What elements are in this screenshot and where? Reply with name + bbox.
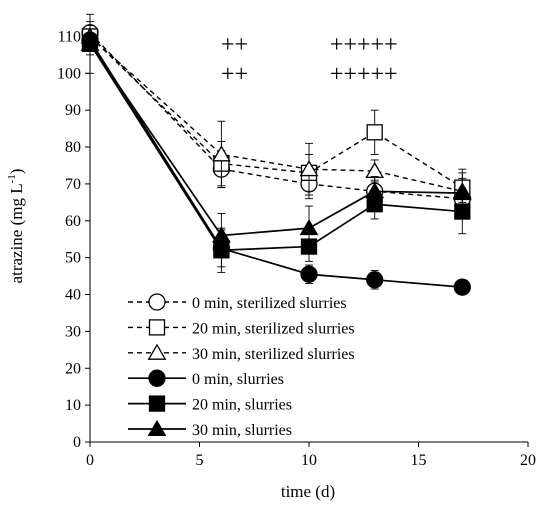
data-point (452, 183, 472, 201)
y-tick-label: 50 (65, 250, 81, 267)
x-tick-label: 20 (520, 452, 536, 469)
series-4 (81, 28, 471, 296)
data-point (366, 124, 383, 141)
legend-marker (148, 395, 166, 412)
legend-item-3: 30 min, sterilized slurries (128, 343, 355, 363)
y-tick-label: 10 (65, 397, 81, 414)
legend-label: 0 min, sterilized slurries (192, 295, 347, 312)
annotation-layer: ++++++++++++++ (221, 32, 398, 87)
series-line (89, 35, 463, 192)
y-tick-label: 90 (65, 102, 81, 119)
y-axis-title-main: atrazine (mg L (7, 183, 26, 283)
data-point (453, 278, 471, 296)
axes: 0 10 20 30 40 50 60 70 80 90 100 110 0 5 10 15 20 (57, 18, 536, 469)
y-tick-label: 30 (65, 323, 81, 340)
data-point (299, 218, 319, 236)
y-tick-label: 40 (65, 287, 81, 304)
series-layer (80, 13, 472, 296)
series-line (89, 39, 463, 288)
y-tick-label: 60 (65, 213, 81, 230)
y-tick-label: 110 (58, 28, 81, 45)
legend-item-2: 20 min, sterilized slurries (128, 319, 355, 337)
series-6 (80, 32, 472, 259)
y-axis-title-sup: -1 (6, 174, 18, 183)
legend-label: 0 min, slurries (192, 371, 284, 388)
x-axis-title: time (d) (281, 482, 335, 501)
legend-item-1: 0 min, sterilized slurries (128, 293, 347, 312)
legend-label: 30 min, sterilized slurries (192, 346, 355, 363)
series-2 (81, 24, 471, 203)
y-tick-label: 20 (65, 360, 81, 377)
series-line (89, 32, 463, 200)
legend-label: 20 min, sterilized slurries (192, 320, 355, 337)
data-point (212, 145, 231, 162)
significance-marker: ++ (221, 32, 248, 58)
legend-item-6: 30 min, slurries (128, 419, 292, 439)
data-point (300, 265, 318, 283)
x-tick-label: 5 (196, 452, 204, 469)
data-point (365, 182, 385, 199)
y-tick-label: 80 (65, 139, 81, 156)
x-tick-label: 0 (86, 452, 94, 469)
data-point (299, 159, 319, 177)
legend-label: 30 min, slurries (192, 422, 292, 439)
x-tick-label: 15 (411, 452, 427, 469)
data-point (80, 34, 100, 51)
legend-marker (147, 343, 167, 360)
series-5 (81, 13, 471, 273)
legend-marker (148, 369, 166, 387)
data-point (366, 271, 384, 289)
y-axis-title-close: ) (7, 169, 26, 175)
legend-marker (148, 293, 166, 311)
legend-marker (147, 419, 167, 437)
legend-item-4: 0 min, slurries (128, 369, 284, 388)
y-tick-label: 0 (73, 434, 81, 451)
series-line (89, 35, 463, 189)
significance-marker: ++ (221, 61, 248, 87)
y-axis-title: atrazine (mg L-1) (6, 169, 26, 284)
y-tick-label: 70 (65, 176, 81, 193)
legend: 0 min, sterilized slurries 20 min, steril… (128, 293, 355, 439)
significance-marker: +++++ (330, 32, 398, 58)
y-tick-label: 100 (57, 65, 81, 82)
data-point (212, 226, 231, 243)
x-tick-label: 10 (301, 452, 317, 469)
significance-marker: +++++ (330, 61, 398, 87)
legend-marker (148, 319, 166, 336)
legend-label: 20 min, slurries (192, 397, 292, 414)
legend-item-5: 20 min, slurries (128, 395, 292, 414)
series-line (89, 43, 463, 252)
